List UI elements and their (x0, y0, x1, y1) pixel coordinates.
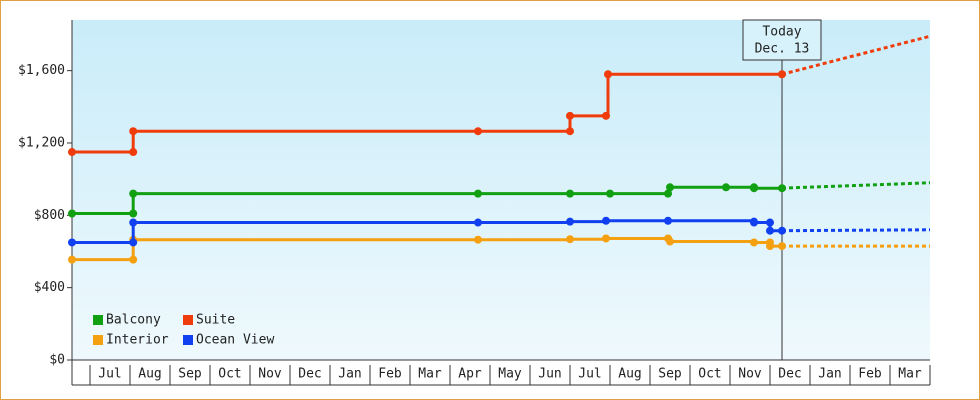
legend-swatch (183, 315, 193, 325)
legend-label: Ocean View (196, 333, 274, 348)
x-tick-label: Jan (338, 367, 361, 382)
price-point (566, 235, 574, 244)
x-tick-label: Mar (418, 367, 442, 382)
y-tick-label: $1,600 (18, 63, 65, 78)
x-tick-label: Jan (818, 367, 841, 382)
x-tick-label: Mar (898, 367, 922, 382)
plot-area (72, 20, 930, 360)
legend-label: Suite (196, 313, 235, 328)
y-tick-label: $0 (49, 353, 65, 368)
price-point (604, 70, 612, 79)
price-line (72, 236, 782, 262)
x-tick-label: Nov (258, 367, 282, 382)
x-tick-label: Oct (218, 367, 241, 382)
price-point (602, 111, 610, 120)
legend-swatch (183, 335, 193, 345)
x-tick-label: Dec (298, 367, 321, 382)
price-point (778, 226, 786, 235)
legend-swatch (93, 335, 103, 345)
price-point (666, 183, 674, 192)
price-point (566, 217, 574, 226)
x-tick-label: Sep (178, 367, 202, 382)
price-point (766, 218, 774, 227)
legend-swatch (93, 315, 103, 325)
x-tick-label: Jul (98, 367, 121, 382)
price-point (766, 242, 774, 251)
x-tick-label: Feb (858, 367, 882, 382)
price-line (72, 72, 782, 154)
forecast-line (781, 228, 931, 233)
x-tick-label: May (498, 367, 522, 382)
price-point (602, 216, 610, 225)
x-tick-label: Jul (578, 367, 601, 382)
x-tick-label: Aug (618, 367, 641, 382)
legend-label: Interior (106, 333, 169, 348)
price-point (778, 242, 786, 251)
y-tick-label: $800 (34, 208, 65, 223)
price-point (474, 235, 482, 244)
price-point (68, 255, 76, 264)
price-point (474, 189, 482, 198)
price-point (566, 111, 574, 120)
price-point (566, 189, 574, 198)
today-box (742, 19, 822, 61)
y-tick-label: $400 (34, 280, 65, 295)
price-point (474, 127, 482, 136)
price-point (129, 127, 138, 136)
x-tick-label: Sep (658, 367, 682, 382)
price-point (750, 238, 758, 247)
x-tick-label: Jun (538, 367, 561, 382)
price-point (664, 189, 672, 198)
price-point (68, 238, 76, 247)
today-label: Dec. 13 (755, 42, 810, 57)
price-point (129, 148, 138, 157)
price-point (129, 189, 138, 198)
price-point (566, 127, 574, 136)
price-point (750, 218, 758, 227)
x-tick-label: Aug (138, 367, 161, 382)
price-point (129, 209, 138, 218)
x-tick-label: Nov (738, 367, 762, 382)
price-point (68, 209, 76, 218)
price-point (750, 184, 758, 193)
price-point (129, 238, 138, 247)
price-point (778, 70, 786, 79)
price-point (766, 226, 774, 235)
price-point (129, 218, 138, 227)
today-label: Today (762, 25, 801, 40)
legend-label: Balcony (106, 313, 161, 328)
x-tick-label: Feb (378, 367, 402, 382)
price-point (606, 189, 614, 198)
forecast-line (781, 181, 931, 190)
price-point (666, 237, 674, 246)
price-point (129, 255, 138, 264)
forecast-line (781, 34, 931, 76)
price-point (778, 184, 786, 193)
x-tick-label: Apr (458, 367, 482, 382)
price-point (474, 218, 482, 227)
x-tick-label: Dec (778, 367, 801, 382)
price-point (722, 183, 730, 192)
price-point (664, 216, 672, 225)
y-tick-label: $1,200 (18, 135, 65, 150)
x-tick-label: Oct (698, 367, 721, 382)
price-point (602, 234, 610, 243)
price-point (68, 148, 76, 157)
